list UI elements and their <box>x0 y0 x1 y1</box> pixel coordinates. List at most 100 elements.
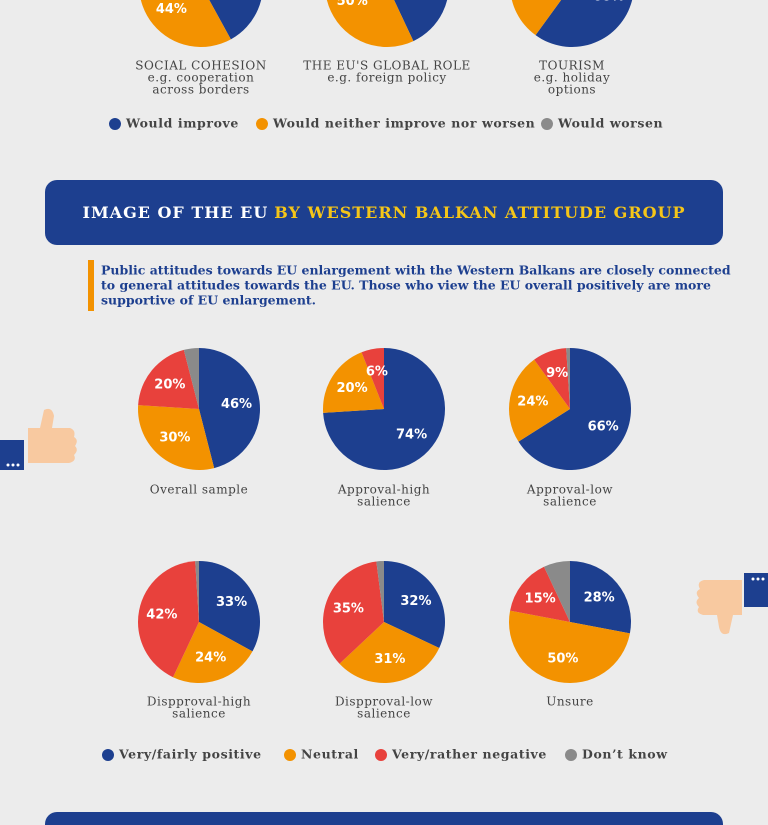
pie-slice <box>518 348 631 471</box>
intro-line: to general attitudes towards the EU. Tho… <box>101 278 711 293</box>
slice-label: 15% <box>525 591 556 606</box>
pie-title: Approval-high <box>337 483 430 497</box>
legend-swatch <box>375 749 387 761</box>
dot <box>751 577 755 581</box>
intro: Public attitudes towards EU enlargement … <box>101 263 731 308</box>
pie-slice <box>361 348 384 409</box>
pie-slice <box>209 0 262 40</box>
slice-label: 60% <box>593 0 624 4</box>
pie-title: salience <box>357 495 411 509</box>
slice-label: 35% <box>333 602 364 617</box>
slice-label: 20% <box>337 381 368 396</box>
pie-title: Overall sample <box>150 483 248 497</box>
pie-subtitle: options <box>548 83 596 97</box>
pie-slice <box>138 349 199 409</box>
pie-slice <box>195 561 199 622</box>
slice-label: 30% <box>159 431 190 446</box>
slice-label: 28% <box>584 590 615 605</box>
next-banner <box>45 812 723 825</box>
legend-swatch <box>284 749 296 761</box>
pie-slice <box>327 0 414 47</box>
legend-label: Would worsen <box>557 116 663 131</box>
pie-slice <box>511 0 562 36</box>
dot <box>761 577 765 581</box>
pie-slice <box>137 405 215 471</box>
pie-slice <box>183 348 199 409</box>
pie-slice <box>566 348 570 409</box>
dot <box>756 577 760 581</box>
pie-slice <box>544 561 570 622</box>
intro-line: supportive of EU enlargement. <box>101 293 316 308</box>
slice-label: 20% <box>154 377 185 392</box>
pie-title: TOURISM <box>539 59 605 73</box>
intro-line: Public attitudes towards EU enlargement … <box>101 263 731 278</box>
legend-label: Don’t know <box>582 747 668 762</box>
banner-title: IMAGE OF THE EU BY WESTERN BALKAN ATTITUD… <box>82 203 685 222</box>
legend-swatch <box>541 118 553 130</box>
slice-label: 24% <box>195 650 226 665</box>
pie-slice <box>508 359 570 442</box>
pie-title: salience <box>357 707 411 721</box>
pie-title: Approval-low <box>526 483 613 497</box>
legend-swatch <box>109 118 121 130</box>
pie-slice <box>323 348 445 470</box>
slice-label: 42% <box>146 607 177 622</box>
legend-label: Very/fairly positive <box>118 747 262 762</box>
legend-label: Would improve <box>125 116 239 131</box>
legend-swatch <box>565 749 577 761</box>
pie-title: Dispproval-low <box>335 695 433 709</box>
pie-slice <box>339 622 440 683</box>
hand <box>696 580 742 635</box>
pie-slice <box>384 561 446 648</box>
pie-title: SOCIAL COHESION <box>135 59 266 73</box>
pie-title: Unsure <box>546 695 594 709</box>
pie-slice <box>140 0 231 47</box>
slice-label: 44% <box>156 2 187 17</box>
dot <box>16 463 20 467</box>
slice-label: 74% <box>396 427 427 442</box>
slice-label: 50% <box>547 652 578 667</box>
slice-label: 24% <box>517 394 548 409</box>
pie-subtitle: e.g. holiday <box>534 71 610 85</box>
pie-slice <box>535 0 633 47</box>
banner-title-text: IMAGE OF THE EU <box>82 203 268 222</box>
thumbs-up <box>0 408 77 470</box>
slice-label: 50% <box>337 0 368 9</box>
pie-subtitle: e.g. foreign policy <box>327 71 446 85</box>
legend-swatch <box>102 749 114 761</box>
legend-swatch <box>256 118 268 130</box>
thumbs-down <box>696 573 768 635</box>
pie-slice <box>199 348 260 469</box>
slice-label: 6% <box>366 364 388 379</box>
pie-subtitle: across borders <box>152 83 249 97</box>
dot <box>11 463 15 467</box>
slice-label: 31% <box>374 652 405 667</box>
slice-label: 33% <box>216 595 247 610</box>
pie-slice <box>570 561 631 634</box>
sleeve <box>744 573 768 607</box>
banner <box>45 180 723 245</box>
pie-slice <box>137 561 199 678</box>
slice-label: 46% <box>221 397 252 412</box>
slice-label: 9% <box>546 366 568 381</box>
slice-label: 66% <box>588 420 619 435</box>
intro-bar <box>88 260 94 311</box>
pie-slice <box>508 610 630 684</box>
pie-slice <box>322 352 384 413</box>
pie-title: salience <box>543 495 597 509</box>
pie-title: Dispproval-high <box>147 695 251 709</box>
pie-slice <box>199 561 260 652</box>
legend-label: Would neither improve nor worsen <box>272 116 535 131</box>
legend-label: Neutral <box>301 747 359 762</box>
pie-slice <box>534 348 570 409</box>
slice-label: 32% <box>400 594 431 609</box>
pie-title: THE EU'S GLOBAL ROLE <box>303 59 471 73</box>
hand <box>28 408 77 463</box>
pie-title: salience <box>172 707 226 721</box>
pie-slice <box>376 561 384 622</box>
dot <box>6 463 10 467</box>
pie-slice <box>173 622 253 683</box>
pie-slice <box>394 0 448 42</box>
legend-label: Very/rather negative <box>391 747 547 762</box>
